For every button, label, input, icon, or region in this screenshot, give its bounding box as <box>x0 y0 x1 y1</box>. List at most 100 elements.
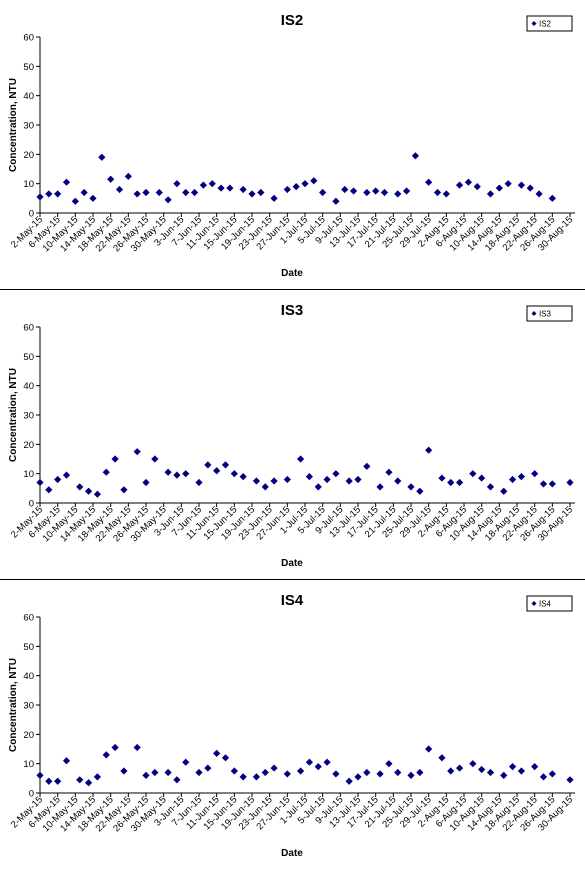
data-point <box>54 475 62 484</box>
x-axis-label: Date <box>281 558 303 569</box>
data-point <box>539 480 548 488</box>
y-tick-label: 50 <box>23 62 34 73</box>
data-point <box>305 758 314 766</box>
data-point <box>486 190 495 198</box>
chart-panel-is4: IS4 0 10 20 30 40 50 60 2-May-15 6-May-15 10-May-1… <box>0 579 585 869</box>
data-point <box>341 185 349 194</box>
data-point <box>182 188 190 197</box>
data-point <box>517 181 526 189</box>
data-point <box>115 185 124 194</box>
chart-title: IS4 <box>281 592 304 609</box>
data-point <box>252 477 261 485</box>
data-point <box>345 477 353 485</box>
y-tick-label: 20 <box>23 730 34 741</box>
data-point <box>89 194 97 202</box>
y-tick-label: 20 <box>23 440 34 451</box>
data-point <box>455 764 464 772</box>
data-point <box>93 490 102 498</box>
data-point <box>164 768 172 777</box>
data-point <box>204 764 212 772</box>
data-point <box>102 468 110 476</box>
legend-box <box>526 595 573 612</box>
data-point <box>305 473 314 481</box>
data-point <box>504 180 512 188</box>
y-tick-label: 50 <box>23 352 34 363</box>
data-point <box>332 197 340 205</box>
data-point <box>98 153 106 161</box>
data-point <box>438 474 446 482</box>
chart-panel-is2: IS2 0 10 20 30 40 50 60 2-May-15 6-May-15 10-May-1… <box>0 0 585 290</box>
data-point <box>478 474 486 482</box>
y-tick-label: 50 <box>23 642 34 653</box>
data-point <box>464 178 473 186</box>
data-point <box>283 770 291 778</box>
data-point <box>142 771 150 779</box>
data-point <box>239 473 247 481</box>
data-point <box>517 473 526 481</box>
data-point <box>208 180 216 188</box>
data-point <box>182 470 190 478</box>
data-point <box>548 480 556 488</box>
data-point <box>76 776 84 784</box>
data-point <box>54 190 62 198</box>
data-point <box>566 478 574 487</box>
y-tick-label: 40 <box>23 671 34 682</box>
chart-title: IS2 <box>281 12 304 29</box>
data-point <box>531 763 539 771</box>
data-point <box>416 768 424 777</box>
y-tick-label: 10 <box>23 759 34 770</box>
data-point <box>36 478 44 487</box>
data-point <box>296 767 305 775</box>
data-point <box>345 777 353 785</box>
data-point <box>142 188 150 197</box>
data-point <box>45 777 53 785</box>
data-point <box>407 771 415 779</box>
data-point <box>425 178 433 186</box>
data-point <box>363 188 371 197</box>
data-point <box>438 754 446 762</box>
legend-box <box>526 305 573 322</box>
y-tick-label: 0 <box>29 209 34 220</box>
y-tick-label: 0 <box>29 789 34 800</box>
data-point <box>239 185 247 194</box>
y-axis-label: Concentration, NTU <box>8 658 19 752</box>
data-point <box>411 152 420 160</box>
data-point <box>539 773 548 781</box>
y-tick-label: 30 <box>23 411 34 422</box>
data-point <box>486 483 495 491</box>
y-axis-label: Concentration, NTU <box>8 368 19 462</box>
data-point <box>221 754 230 762</box>
data-point <box>455 478 464 487</box>
data-point <box>217 184 225 192</box>
data-point <box>230 470 238 478</box>
data-point <box>270 477 278 485</box>
data-point <box>354 773 362 781</box>
legend-label: IS4 <box>539 600 552 609</box>
data-point <box>508 475 517 484</box>
data-point <box>283 185 291 194</box>
data-point <box>314 483 322 491</box>
data-point <box>301 180 309 188</box>
data-point <box>407 483 415 491</box>
data-point <box>394 477 402 485</box>
data-point <box>45 190 53 198</box>
data-point <box>314 763 322 771</box>
y-axis-label: Concentration, NTU <box>8 78 19 172</box>
data-point <box>385 468 393 476</box>
data-point <box>349 187 358 195</box>
y-tick-label: 0 <box>29 499 34 510</box>
data-point <box>332 770 340 778</box>
data-point <box>164 468 172 476</box>
y-tick-label: 10 <box>23 469 34 480</box>
y-tick-label: 30 <box>23 121 34 132</box>
data-point <box>363 768 371 777</box>
data-point <box>151 455 159 463</box>
data-point <box>270 194 278 202</box>
data-point <box>517 767 526 775</box>
data-point <box>124 172 132 180</box>
data-point <box>394 768 402 777</box>
data-point <box>455 181 464 189</box>
data-point <box>508 763 517 771</box>
data-point <box>173 776 181 784</box>
legend-label: IS3 <box>539 310 552 319</box>
